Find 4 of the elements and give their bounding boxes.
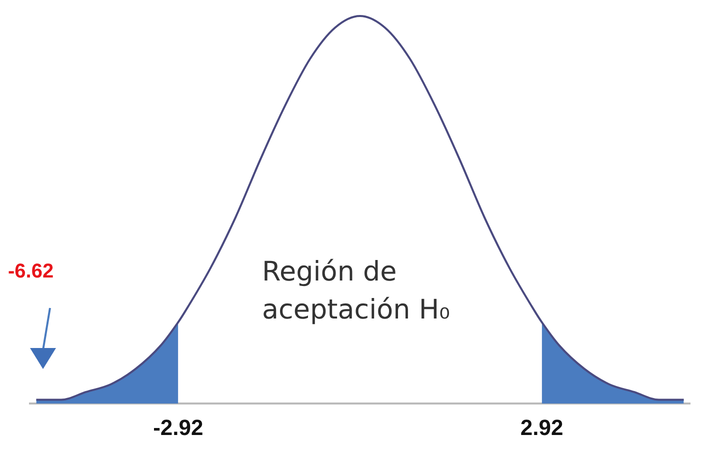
annotation: Región de aceptación H₀	[262, 256, 450, 326]
x-tick-label: -2.92	[153, 414, 204, 440]
annotation: -6.62	[8, 260, 54, 283]
x-tick-label: 2.92	[520, 414, 564, 440]
